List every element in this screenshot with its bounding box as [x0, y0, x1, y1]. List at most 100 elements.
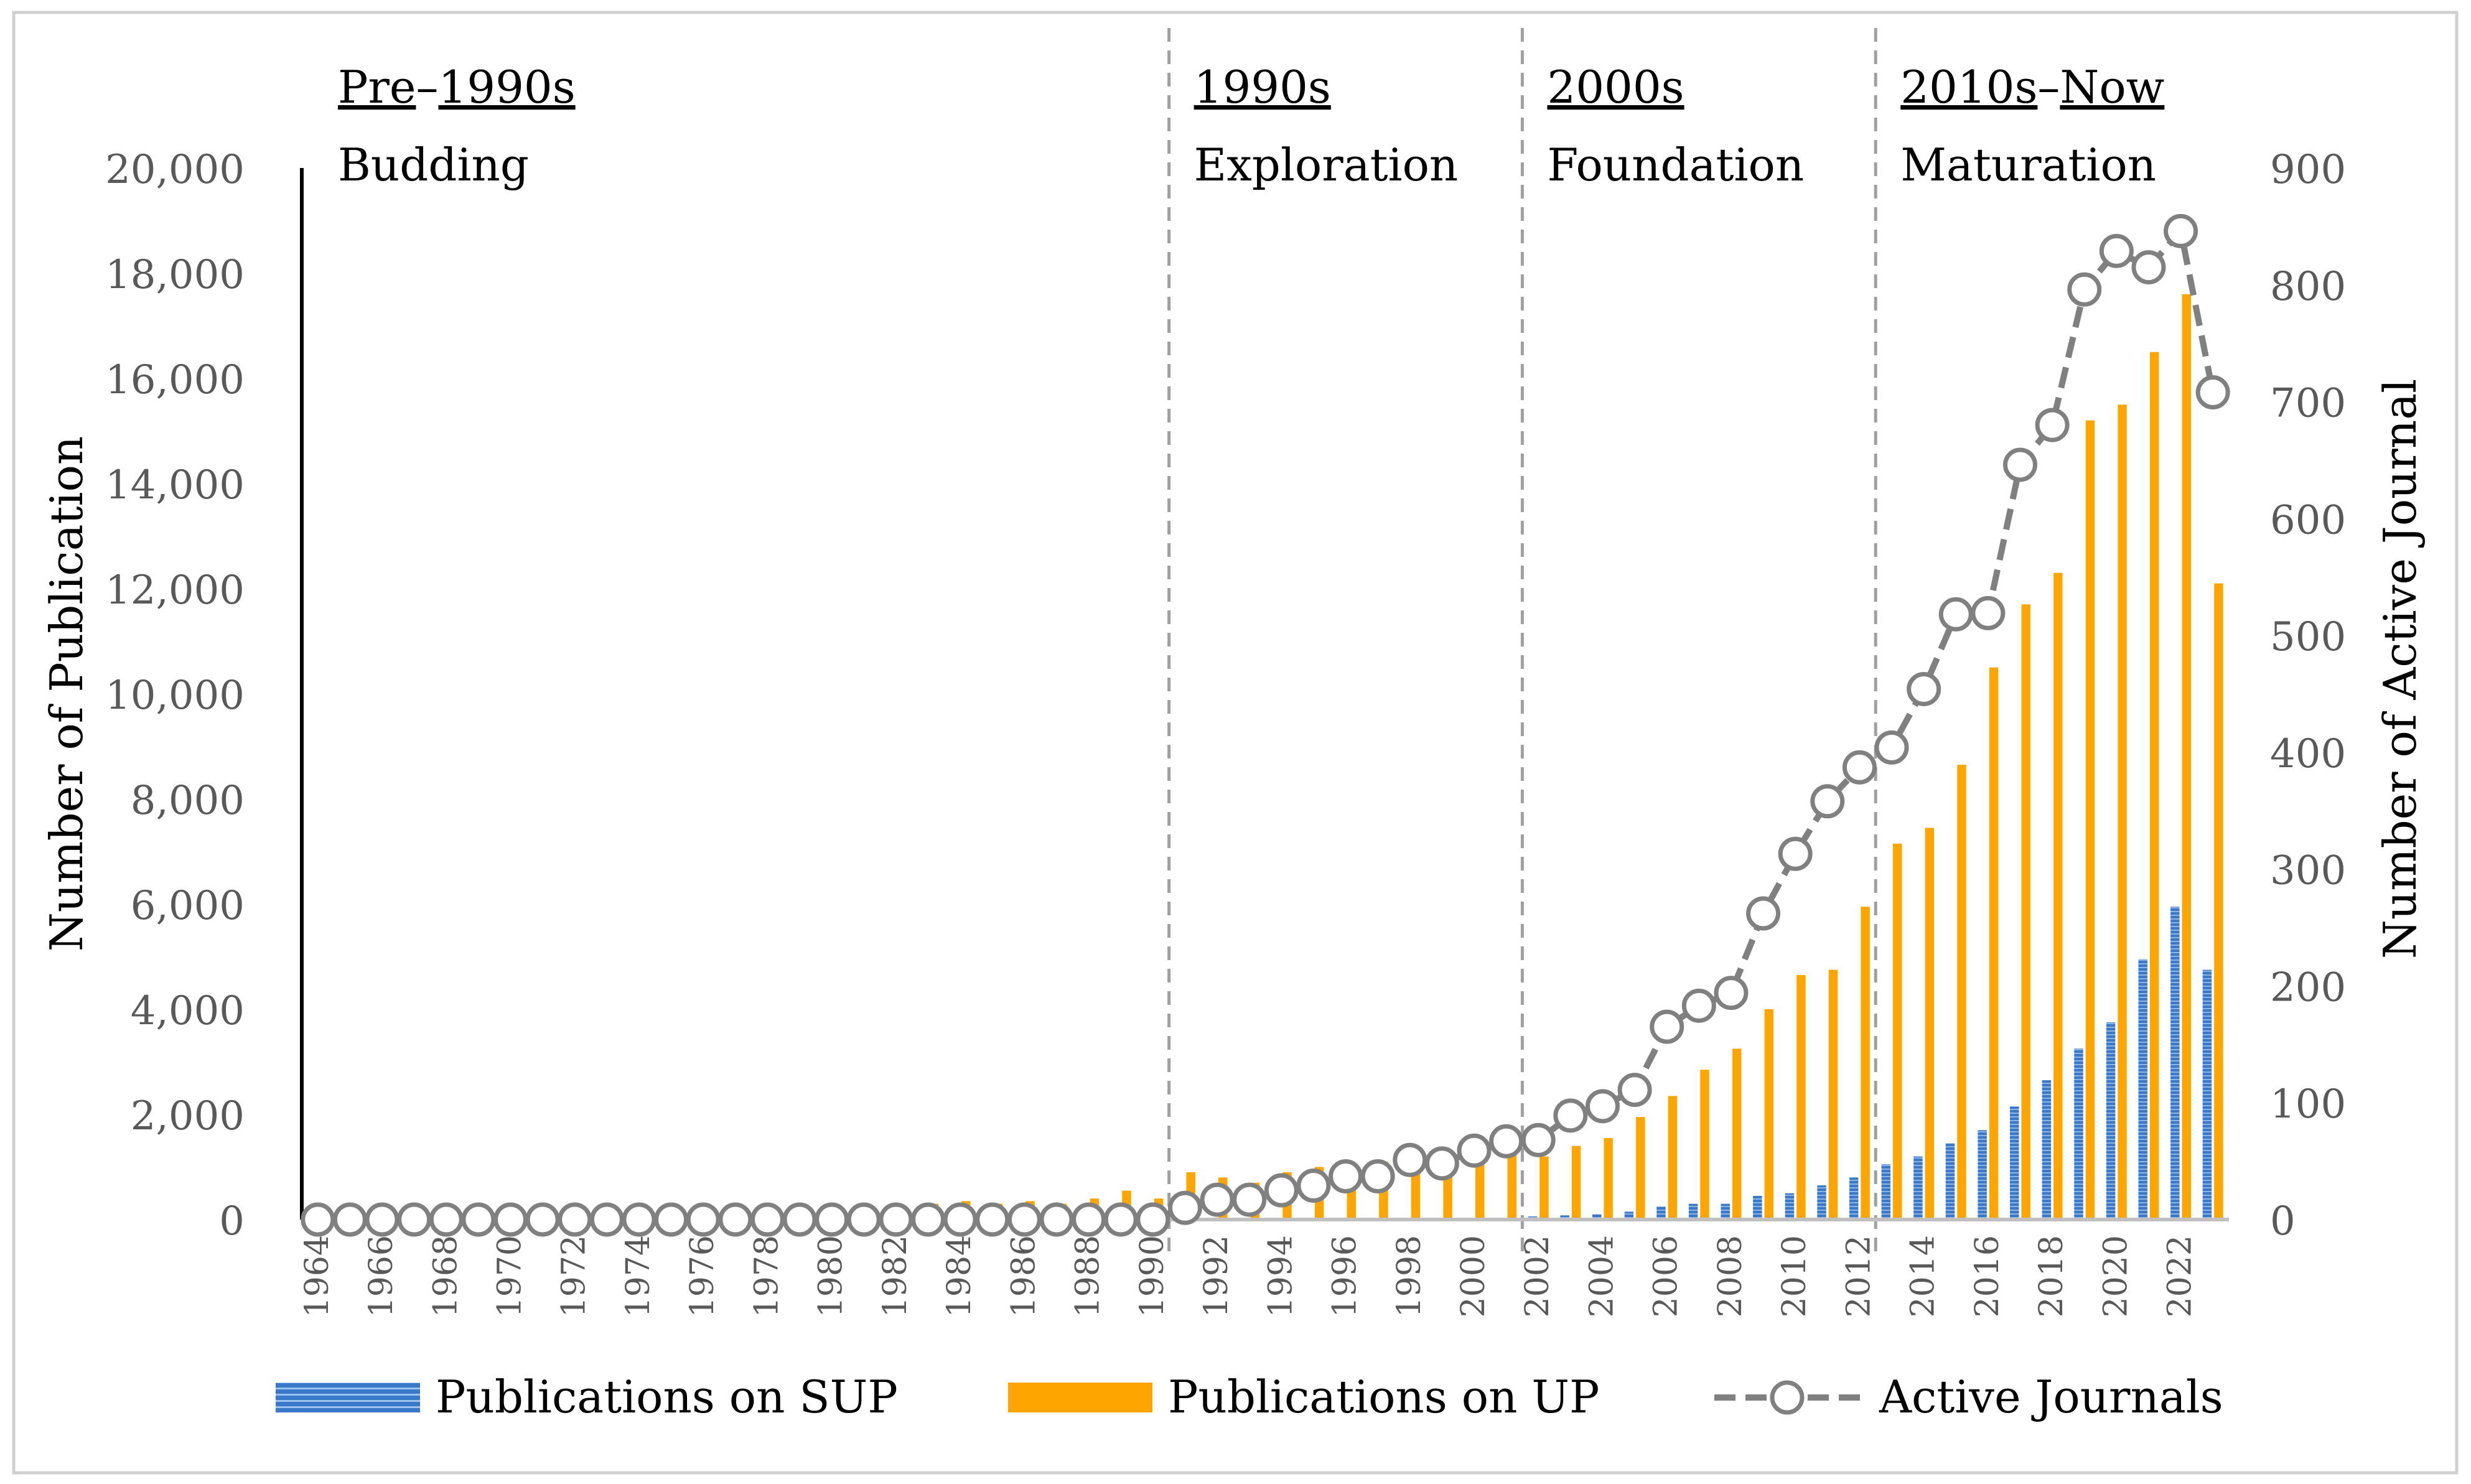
active-journals-point [911, 1202, 946, 1237]
x-tick-label: 2016 [1969, 1235, 2006, 1317]
legend-up-swatch [1008, 1383, 1152, 1412]
up-bar [1539, 1156, 1549, 1220]
sup-bar [1592, 1214, 1602, 1220]
legend-up-label: Publications on UP [1168, 1371, 1599, 1423]
active-journals-point [525, 1202, 560, 1237]
active-journals-point [1810, 784, 1845, 819]
active-journals-point [1842, 750, 1877, 785]
x-tick-label: 1988 [1070, 1235, 1107, 1317]
active-journals-line [301, 213, 2230, 1237]
y-right-tick-label: 800 [2270, 264, 2346, 310]
x-tick-label: 1964 [299, 1235, 336, 1317]
active-journals-point [782, 1202, 817, 1237]
up-bars [897, 294, 2223, 1220]
active-journals-point [558, 1202, 592, 1237]
x-tick-label: 2006 [1648, 1235, 1685, 1317]
sup-bar [2170, 907, 2180, 1220]
active-journals-point [815, 1202, 849, 1237]
active-journals-point [2164, 213, 2198, 248]
active-journals-point [365, 1202, 399, 1237]
active-journals-point [397, 1202, 432, 1237]
up-bar [1443, 1175, 1452, 1220]
y-left-axis-title: Number of Publication [40, 436, 93, 951]
y-left-tick-label: 16,000 [105, 357, 245, 403]
up-bar [1828, 969, 1838, 1220]
x-tick-label: 1994 [1262, 1235, 1299, 1317]
active-journals-point [1746, 896, 1781, 931]
x-tick-label: 1984 [941, 1235, 978, 1317]
x-tick-label: 1996 [1327, 1235, 1364, 1317]
y-right-tick-label: 500 [2270, 614, 2346, 660]
x-tick-label: 1974 [620, 1235, 657, 1317]
up-bar [1796, 975, 1806, 1220]
era-title-part: Pre [338, 61, 416, 113]
up-bar [1668, 1096, 1678, 1220]
y-left-tick-label: 10,000 [105, 673, 245, 719]
active-journals-point [2195, 375, 2230, 410]
x-tick-label: 2004 [1583, 1235, 1620, 1317]
up-bar [1571, 1146, 1581, 1220]
active-journals-point [493, 1202, 528, 1237]
active-journals-point [1296, 1169, 1331, 1203]
x-tick-label: 1980 [813, 1235, 850, 1317]
sup-bar [2042, 1080, 2052, 1220]
era-title: 1990s [1194, 61, 1331, 113]
active-journals-point [2067, 272, 2102, 307]
era-annotations: Pre–1990sBudding1990sExploration2000sFou… [338, 28, 2164, 1257]
y-right-tick-label: 600 [2270, 497, 2346, 543]
sup-bar [1560, 1215, 1569, 1220]
x-tick-label: 1992 [1198, 1235, 1235, 1317]
sup-bar [1913, 1156, 1923, 1220]
y-right-tick-label: 700 [2270, 381, 2346, 427]
legend-sup-swatch [276, 1383, 420, 1412]
active-journals-point [1874, 730, 1909, 765]
active-journals-point [2099, 233, 2134, 268]
y-right-axis-title: Number of Active Journal [2374, 379, 2426, 959]
active-journals-point [589, 1202, 624, 1237]
up-bar [1893, 843, 1902, 1220]
sup-bars [1528, 907, 2212, 1220]
active-journals-point [1200, 1182, 1235, 1217]
active-journals-point [1167, 1190, 1202, 1225]
y-left-tick-label: 2,000 [131, 1093, 245, 1139]
era-title: 2010s–Now [1900, 61, 2164, 113]
active-journals-point [1938, 597, 1973, 632]
up-bar [2149, 352, 2159, 1220]
x-tick-label: 1968 [427, 1235, 464, 1317]
active-journals-point [1136, 1202, 1170, 1237]
up-bar [1925, 828, 1935, 1220]
y-right-tick-label: 300 [2270, 848, 2346, 894]
y-left-tick-label: 12,000 [105, 567, 245, 614]
active-journals-point [1264, 1173, 1299, 1208]
active-journals-point [1232, 1182, 1267, 1217]
era-title-part: 2000s [1547, 61, 1684, 113]
active-journals-point [1585, 1089, 1620, 1124]
active-journals-point [1617, 1073, 1652, 1108]
active-journals-point [2002, 447, 2037, 482]
up-bar [1700, 1070, 1709, 1220]
active-journals-point [429, 1202, 464, 1237]
y-right-tick-label: 0 [2270, 1198, 2296, 1244]
legend-line-marker [1770, 1380, 1805, 1415]
sup-bar [1753, 1195, 1762, 1220]
x-tick-label: 1998 [1391, 1235, 1428, 1317]
y-left-tick-label: 0 [219, 1198, 245, 1244]
active-journals-point [1489, 1124, 1524, 1159]
up-bar [1764, 1009, 1774, 1220]
active-journals-point [654, 1202, 689, 1237]
sup-bar [1978, 1130, 1987, 1220]
x-tick-label: 2012 [1840, 1235, 1877, 1317]
active-journals-point [1457, 1133, 1492, 1168]
active-journals-point [686, 1202, 721, 1237]
active-journals-point [718, 1202, 753, 1237]
y-left-tick-label: 6,000 [131, 883, 245, 929]
y-left-tick-label: 18,000 [105, 252, 245, 298]
y-right-tick-label: 200 [2270, 964, 2346, 1010]
x-tick-label: 2008 [1712, 1235, 1749, 1317]
sup-bar [1785, 1193, 1795, 1220]
active-journals-point [879, 1202, 913, 1237]
up-bar [1411, 1167, 1421, 1220]
active-journals-point [461, 1202, 496, 1237]
era-subtitle: Exploration [1194, 139, 1459, 191]
